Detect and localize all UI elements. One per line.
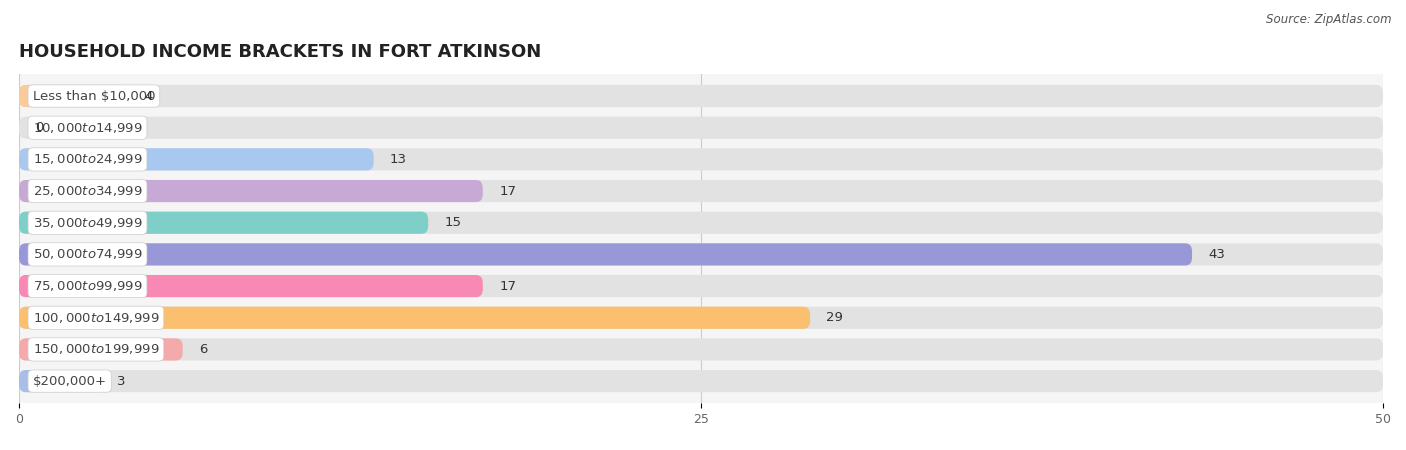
Text: 3: 3 — [117, 374, 125, 387]
Text: 17: 17 — [499, 184, 516, 198]
Text: $10,000 to $14,999: $10,000 to $14,999 — [32, 121, 142, 135]
FancyBboxPatch shape — [20, 338, 1384, 360]
Text: 4: 4 — [145, 90, 153, 103]
Text: 17: 17 — [499, 279, 516, 292]
FancyBboxPatch shape — [20, 370, 101, 392]
FancyBboxPatch shape — [20, 370, 1384, 392]
FancyBboxPatch shape — [20, 306, 1384, 329]
FancyBboxPatch shape — [20, 275, 1384, 297]
FancyBboxPatch shape — [20, 85, 1384, 107]
FancyBboxPatch shape — [20, 180, 482, 202]
Text: $35,000 to $49,999: $35,000 to $49,999 — [32, 216, 142, 230]
FancyBboxPatch shape — [20, 212, 429, 234]
Text: $75,000 to $99,999: $75,000 to $99,999 — [32, 279, 142, 293]
Text: Less than $10,000: Less than $10,000 — [32, 90, 155, 103]
Text: 43: 43 — [1208, 248, 1225, 261]
FancyBboxPatch shape — [20, 148, 1384, 171]
Text: 0: 0 — [35, 121, 44, 134]
Text: 13: 13 — [389, 153, 406, 166]
FancyBboxPatch shape — [20, 148, 374, 171]
Text: $50,000 to $74,999: $50,000 to $74,999 — [32, 248, 142, 261]
Text: $200,000+: $200,000+ — [32, 374, 107, 387]
Text: $150,000 to $199,999: $150,000 to $199,999 — [32, 342, 159, 356]
Text: $100,000 to $149,999: $100,000 to $149,999 — [32, 311, 159, 325]
Text: $15,000 to $24,999: $15,000 to $24,999 — [32, 153, 142, 166]
FancyBboxPatch shape — [20, 275, 482, 297]
FancyBboxPatch shape — [20, 85, 128, 107]
Text: Source: ZipAtlas.com: Source: ZipAtlas.com — [1267, 14, 1392, 27]
FancyBboxPatch shape — [20, 243, 1384, 266]
Text: 15: 15 — [444, 216, 461, 229]
Text: $25,000 to $34,999: $25,000 to $34,999 — [32, 184, 142, 198]
FancyBboxPatch shape — [20, 212, 1384, 234]
Text: HOUSEHOLD INCOME BRACKETS IN FORT ATKINSON: HOUSEHOLD INCOME BRACKETS IN FORT ATKINS… — [20, 43, 541, 61]
FancyBboxPatch shape — [20, 117, 1384, 139]
FancyBboxPatch shape — [20, 243, 1192, 266]
FancyBboxPatch shape — [20, 180, 1384, 202]
FancyBboxPatch shape — [20, 306, 810, 329]
Text: 6: 6 — [200, 343, 208, 356]
Text: 29: 29 — [827, 311, 844, 324]
FancyBboxPatch shape — [20, 338, 183, 360]
